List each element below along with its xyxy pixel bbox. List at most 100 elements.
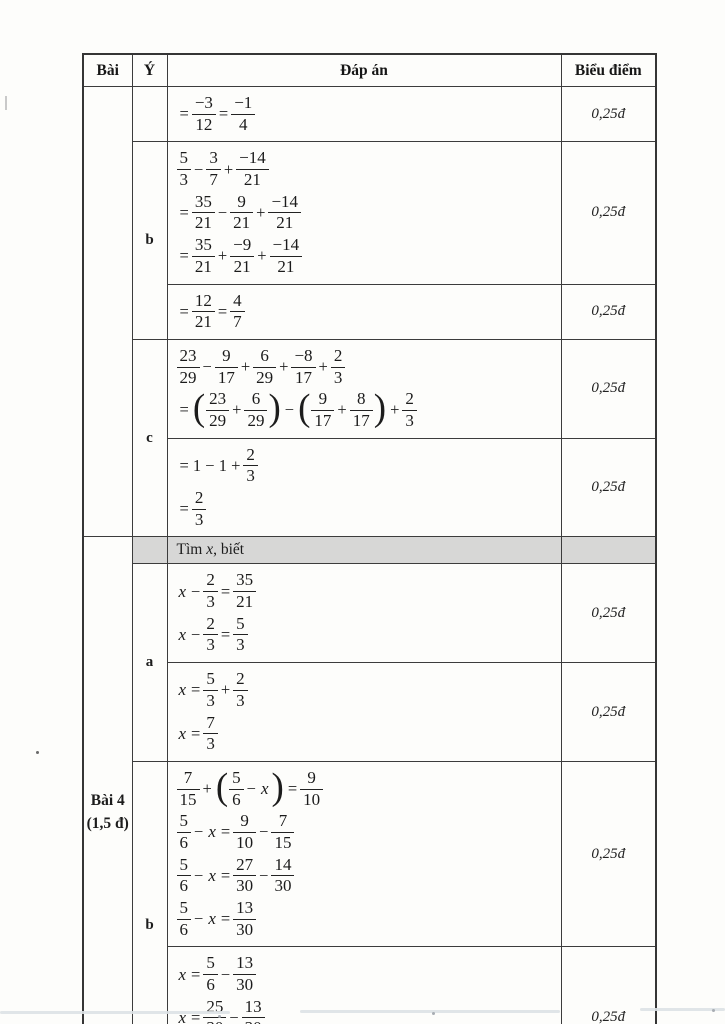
part-label-cell: a [131,563,168,762]
answer-cell: = 1 − 1 +2 3 = 2 3 [166,437,562,538]
math-text: + [256,202,266,222]
math-variable: x [208,822,216,842]
fraction: 35 21 [191,192,215,233]
answer-cell: x = 5 3 +2 3 x = 7 3 [166,662,562,762]
math-text: − [194,865,204,885]
math-text: + [318,357,328,377]
math-text: − [217,202,228,222]
intro-row: Bài 4 (1,5 đ) Tìm x, biết [82,536,657,1024]
exercise-label-line: Bài 4 [90,792,125,810]
math-text: = [179,499,189,519]
math-text: + [220,680,231,700]
fraction: 9 17 [311,390,335,430]
math-text: + [279,357,289,377]
fraction: 14 30 [271,855,295,896]
fraction: 35 21 [191,235,215,276]
math-line: 5 6− x = 9 10−7 15 [176,812,555,852]
math-text: = [191,680,201,700]
math-text: − [191,581,201,601]
fraction: 35 21 [233,571,257,611]
col-header-bai: Bài [82,53,133,87]
scan-speck [36,751,39,754]
math-line: 5 6− x = 27 30−14 30 [176,855,555,896]
answer-cell: 7 15 +(5 6− x) = 9 10 5 6− x = 9 10−7 15 5 6− x = 27 30−14 30… [166,760,562,948]
math-text: + [223,159,234,179]
fraction: −14 21 [236,149,269,189]
fraction: −14 21 [269,235,303,276]
math-variable: x [178,723,187,743]
fraction: 9 10 [233,812,257,852]
math-text: + [240,357,251,377]
fraction: −3 12 [191,93,216,134]
exercise-label-line: (1,5 đ) [86,814,129,832]
scan-smudge [300,1010,560,1013]
intro-text-cell: Tìm x, biết [166,536,562,565]
math-text: + [232,400,242,420]
answer-cell: 5 3−3 7 + −14 21 = 35 21−9 21 + −14 21 = 35 21 + −9 21 + −14… [166,141,562,285]
math-line: =(23 29 +6 29) −(9 17 +8 17) +2 3 [177,390,555,430]
math-variable: x [178,680,187,700]
scan-smudge [640,1008,725,1011]
math-text: , biết [213,541,245,559]
math-text: = 1 − 1 + [179,455,241,475]
math-line: = 2 3 [177,488,555,529]
math-variable: x [178,624,187,644]
math-text: − [194,159,204,179]
math-text: = [191,723,201,743]
answer-cell: x −2 3 = 35 21 x −2 3 = 5 3 [166,563,562,664]
fraction: −9 21 [230,235,255,276]
scan-speck [712,1009,715,1012]
scan-speck [432,1012,435,1015]
math-text: − [284,400,295,420]
math-text: = [217,301,228,321]
math-line: x −2 3 = 35 21 [177,571,555,611]
math-text: = [220,822,231,842]
math-variable: x [260,779,269,799]
score-cell: 0,25đ [560,760,657,948]
math-line: x = 5 6−13 30 [177,954,555,994]
fraction: 8 17 [349,390,373,430]
exercise-label-cell: Bài 4 (1,5 đ) [82,536,133,1024]
score-cell: 0,25đ [560,437,657,538]
math-text: = [179,104,189,124]
math-variable: x [208,865,216,885]
math-text: − [194,909,204,929]
table-row: = 1 − 1 +2 3 = 2 3 0,25đ [83,437,657,538]
fraction: 12 21 [191,291,215,332]
exercise-label-cell [82,85,133,538]
math-text: = [220,624,231,644]
scan-smudge [0,1011,230,1014]
fraction: 9 21 [230,192,254,233]
math-text: − [259,822,269,842]
score-cell: 0,25đ [560,946,657,1024]
math-text: − [194,822,204,842]
fraction: −1 4 [231,93,256,134]
math-text: Tìm [176,541,207,559]
math-text: = [287,779,298,799]
scan-speck [218,1015,221,1018]
answer-cell: = −3 12 = −1 4 [166,85,562,143]
math-text: = [218,104,229,124]
table-row: b 5 3−3 7 + −14 21 = 35 21−9 21 + −14 21 = 35 21 + −9 21 + −1… [83,141,657,340]
part-label-cell: b [131,760,168,1024]
answer-cell: 23 29−9 17 +6 29 + −8 17 +2 3 =(23 29 +6 29) −(9 17 +8 17… [166,338,562,439]
math-text: = [191,964,201,984]
math-text: = [220,909,231,929]
score-cell: 0,25đ [560,662,657,762]
